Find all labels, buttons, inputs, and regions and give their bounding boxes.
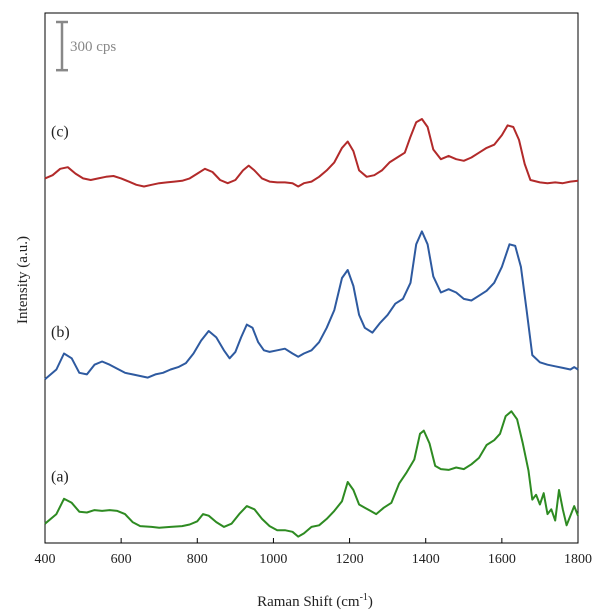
- spectrum-line-0: [44, 410, 579, 538]
- x-tick-label-1800: 1800: [564, 552, 592, 567]
- x-tick-label-1400: 1400: [412, 552, 440, 567]
- plot-frame: [44, 12, 579, 544]
- spectrum-line-1: [44, 230, 579, 380]
- spectrum-label-1: (b): [51, 324, 70, 341]
- x-tick-label-600: 600: [111, 552, 132, 567]
- scale-bar-label: 300 cps: [70, 39, 116, 55]
- curve-labels: (a) (b) (c): [51, 123, 70, 485]
- x-axis-label-text: Raman Shift: [257, 594, 333, 610]
- x-tick-label-1600: 1600: [488, 552, 516, 567]
- spectrum-line-2: [44, 118, 579, 188]
- spectra-curves: [44, 118, 579, 538]
- x-axis-ticks: 400 600 800 1000 1200 1400 1600 1800: [35, 538, 592, 567]
- x-axis-unit-close: ): [368, 594, 373, 610]
- spectrum-label-0: (a): [51, 469, 69, 486]
- x-tick-label-1200: 1200: [336, 552, 364, 567]
- x-tick-label-1000: 1000: [259, 552, 287, 567]
- x-tick-label-800: 800: [187, 552, 208, 567]
- x-tick-label-400: 400: [35, 552, 56, 567]
- x-axis-label: Raman Shift (cm-1): [257, 592, 373, 610]
- scale-bar: 300 cps: [56, 20, 116, 72]
- spectrum-label-2: (c): [51, 123, 69, 140]
- x-axis-unit: (cm: [336, 594, 360, 610]
- y-axis-label: Intensity (a.u.): [15, 236, 31, 324]
- x-axis-unit-sup: -1: [360, 592, 368, 603]
